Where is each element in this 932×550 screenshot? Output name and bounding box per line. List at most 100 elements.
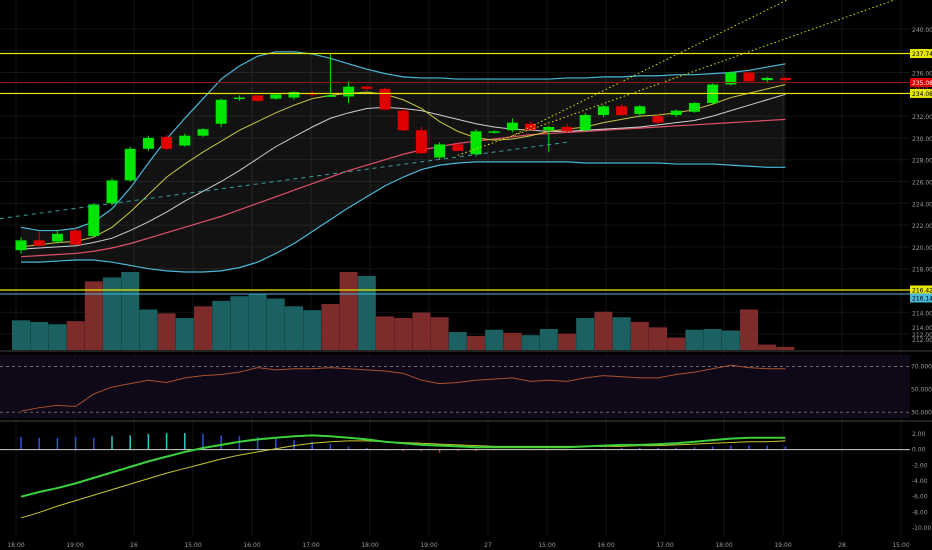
candle-body [579,115,591,131]
channel-upper-line [512,0,789,137]
time-tick-label: 26 [130,542,138,549]
volume-bar [630,321,649,350]
candle-body [434,144,446,158]
volume-bar [503,332,522,350]
price-tick-label: 230.00 [912,136,932,143]
price-tick-label: 224.00 [912,201,932,208]
volume-bar [30,321,49,350]
candle-body [161,136,173,149]
time-tick-label: 27 [484,542,492,549]
volume-bar [521,335,540,350]
candle-body [634,106,646,114]
volume-bar [576,318,595,350]
candle-body [252,95,264,101]
candle-body [561,127,573,132]
candle-body [324,95,336,97]
price-tick-label: 228.00 [912,158,932,165]
volume-bar [467,335,485,350]
rsi-tick-label: 30.0000 [911,409,932,416]
volume-bar [157,313,176,350]
price-tick-label: 240.00 [912,27,932,34]
volume-bar [485,329,504,350]
candle-body [488,131,500,133]
rsi-panel-bg [0,355,910,418]
candle-body [725,72,737,85]
candle-body [688,103,700,112]
time-tick-label: 16:00 [243,542,260,549]
candle-body [179,135,191,146]
volume-bar [175,318,194,350]
price-tick-label: 212.00 [912,332,932,339]
last-price-tag-bg [910,78,932,88]
volume-bar [649,327,667,350]
price-tick-label: 226.00 [912,180,932,187]
candle-body [397,110,409,131]
volume-bar [285,306,303,350]
price-tick-label: 220.00 [912,245,932,252]
candle-body [361,86,373,89]
channel-lower-line [457,0,896,156]
volume-bar [721,330,740,350]
volume-axis-label: 214.00 [912,325,932,332]
macd-line [20,434,786,498]
candle-body [33,240,45,246]
volume-bar [685,329,704,350]
volume-bar [412,312,431,350]
macd-tick-label: -4.00 [912,478,928,485]
price-tick-label: 214.00 [912,310,932,317]
time-tick-label: 19:00 [66,542,83,549]
volume-bar [194,306,212,350]
candle-body [124,148,136,181]
candle-body [543,127,555,131]
band-tag-bg [910,293,932,303]
candle-body [506,122,518,131]
volume-bar [394,318,413,350]
volume-bar [740,309,758,350]
candle-body [743,72,755,82]
band-tag: 216.14 [912,296,932,303]
rsi-tick-label: 50.0000 [911,386,932,393]
candle-body [452,144,464,151]
price-tick-label: 218.00 [912,267,932,274]
time-tick-label: 17:00 [656,542,673,549]
candle-body [670,110,682,116]
candle-body [233,97,245,100]
time-tick-label: 15:00 [892,542,909,549]
macd-tick-label: -2.00 [912,462,928,469]
volume-bar [321,303,340,350]
macd-tick-label: -8.00 [912,509,928,516]
candle-body [215,99,227,124]
candle-body [106,180,118,204]
time-tick-label: 16:00 [597,542,614,549]
volume-bar [139,309,158,350]
bb-upper-line [20,51,786,232]
candle-body [142,137,154,149]
time-tick-label: 18:00 [361,542,378,549]
candle-body [197,129,209,136]
macd-tick-label: 2.00 [912,431,926,438]
level-tag: 216.42 [912,288,932,295]
volume-bar [776,346,795,350]
price-tick-label: 222.00 [912,223,932,230]
volume-bar [248,293,267,350]
volume-bar [594,311,613,350]
level-tag: 237.74 [912,51,932,58]
volume-bar [266,298,285,350]
time-tick-label: 15:00 [184,542,201,549]
candle-body [88,204,100,236]
volume-bar [357,275,376,350]
candle-body [761,77,773,81]
level-tag: 234.08 [912,91,932,98]
candle-body [70,230,82,245]
rsi-line [20,364,786,412]
volume-bar [376,316,394,350]
volume-bar [703,328,722,350]
volume-bar [84,281,103,350]
macd-tick-label: -10.00 [912,525,932,532]
volume-bar [339,272,358,350]
time-tick-label: 28 [838,542,846,549]
volume-bar [758,344,777,350]
level-tag-bg [910,285,932,295]
time-tick-label: 17:00 [302,542,319,549]
